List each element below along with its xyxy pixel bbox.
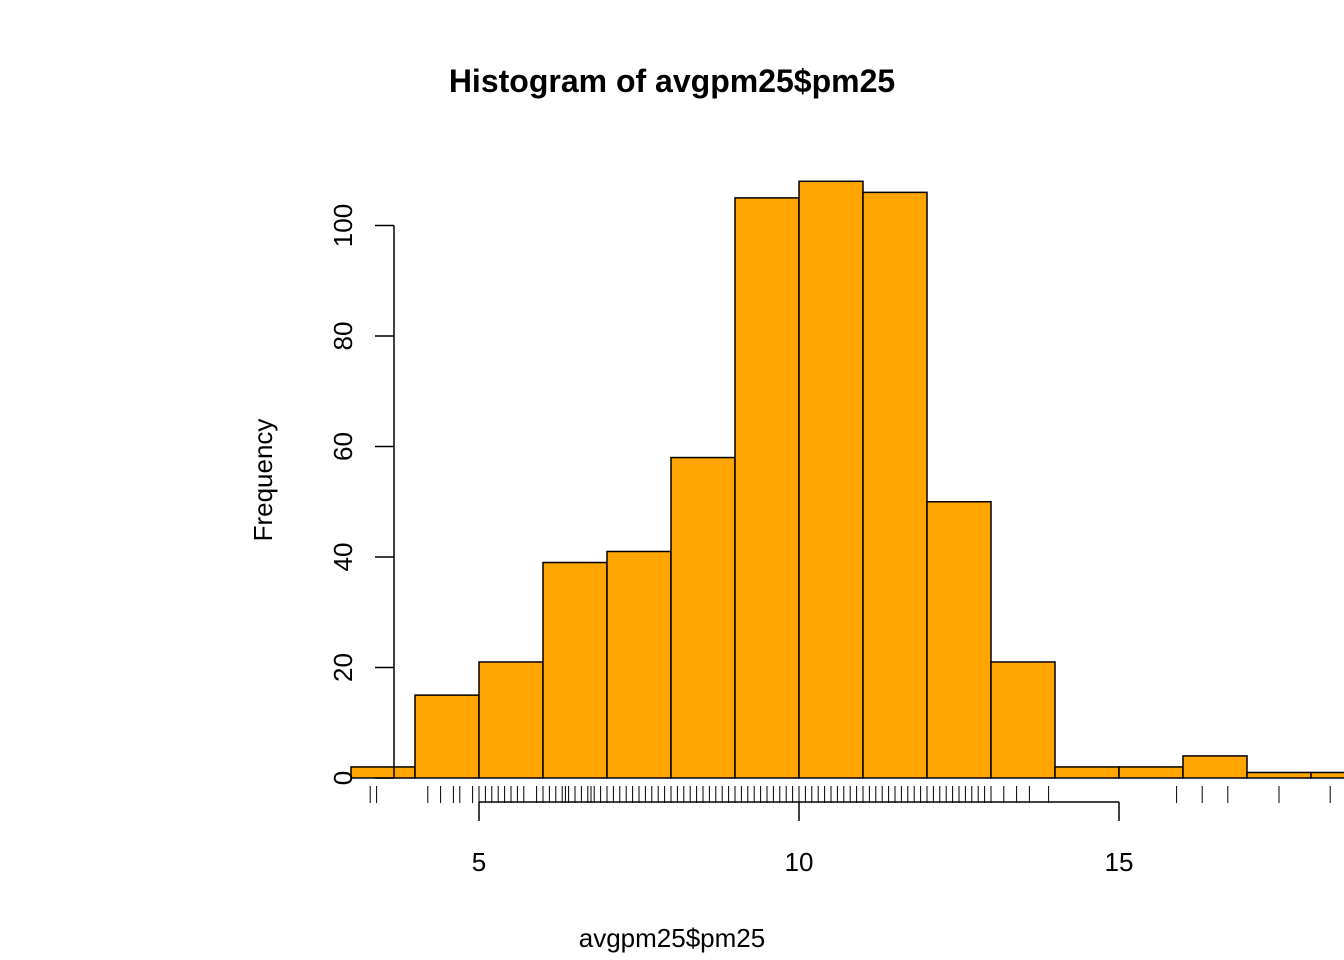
histogram-bar bbox=[990, 661, 1056, 779]
rug-group bbox=[369, 786, 1331, 803]
x-tick-label: 5 bbox=[472, 847, 486, 877]
x-tick-label: 15 bbox=[1105, 847, 1134, 877]
histogram-bar bbox=[798, 180, 864, 779]
histogram-bar bbox=[1182, 755, 1248, 779]
histogram-bar bbox=[670, 456, 736, 779]
y-axis: 0 20 40 60 80 100 bbox=[328, 204, 395, 785]
histogram-bar bbox=[350, 766, 416, 779]
y-tick-label: 80 bbox=[328, 322, 358, 351]
y-axis-label: Frequency bbox=[248, 419, 278, 542]
histogram-bar bbox=[478, 661, 544, 779]
histogram-bar bbox=[926, 501, 992, 779]
y-tick-label: 100 bbox=[328, 204, 358, 247]
histogram-bar bbox=[1054, 766, 1120, 779]
histogram-bar bbox=[1310, 771, 1344, 779]
y-tick-label: 20 bbox=[328, 653, 358, 682]
x-axis-label: avgpm25$pm25 bbox=[579, 923, 765, 953]
histogram-bar bbox=[414, 694, 480, 779]
histogram-bar bbox=[1118, 766, 1184, 779]
y-tick-label: 0 bbox=[328, 771, 358, 785]
histogram-bar bbox=[862, 191, 928, 779]
y-tick-label: 60 bbox=[328, 432, 358, 461]
chart-title: Histogram of avgpm25$pm25 bbox=[449, 63, 895, 99]
histogram-bar bbox=[734, 197, 800, 779]
x-axis: 5 10 15 bbox=[472, 801, 1134, 877]
x-tick-label: 10 bbox=[785, 847, 814, 877]
y-tick-label: 40 bbox=[328, 543, 358, 572]
bars-group bbox=[350, 180, 1344, 779]
histogram-bar bbox=[542, 561, 608, 779]
histogram-bar bbox=[606, 550, 672, 779]
histogram-bar bbox=[1246, 771, 1312, 779]
